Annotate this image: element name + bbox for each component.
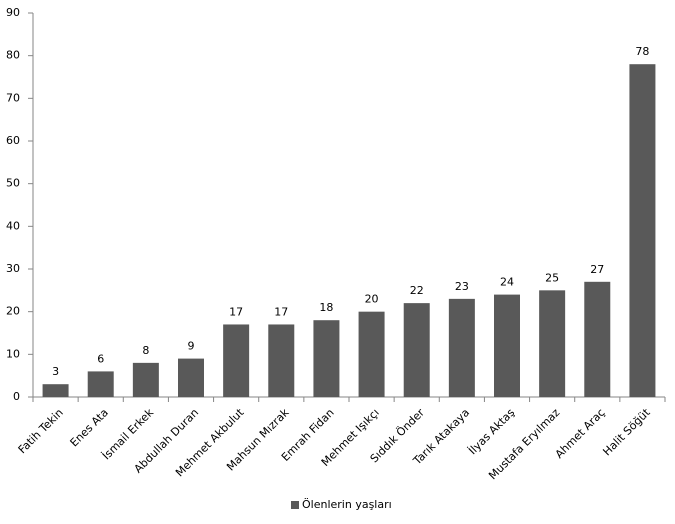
x-tick-label: Enes Ata xyxy=(68,406,111,449)
x-tick-label: Halit Söğüt xyxy=(600,406,653,459)
bar xyxy=(178,358,204,397)
data-label: 24 xyxy=(500,276,514,289)
bar xyxy=(132,362,159,397)
data-label: 8 xyxy=(142,344,149,357)
bar xyxy=(268,324,295,397)
y-tick-label: 40 xyxy=(6,219,20,232)
bar xyxy=(223,324,250,397)
data-label: 78 xyxy=(635,45,649,58)
data-label: 23 xyxy=(455,280,469,293)
bar xyxy=(403,303,430,397)
data-label: 9 xyxy=(188,340,195,353)
data-label: 17 xyxy=(229,305,243,318)
bar xyxy=(448,298,475,397)
bar xyxy=(87,371,114,397)
data-label: 20 xyxy=(365,293,379,306)
legend-swatch xyxy=(291,501,299,509)
legend-label: Ölenlerin yaşları xyxy=(302,498,392,511)
y-tick-label: 80 xyxy=(6,49,20,62)
data-label: 27 xyxy=(590,263,604,276)
bar xyxy=(494,294,520,397)
data-label: 18 xyxy=(319,301,333,314)
data-label: 22 xyxy=(410,284,424,297)
y-tick-label: 0 xyxy=(13,390,20,403)
data-label: 3 xyxy=(52,365,59,378)
y-tick-label: 50 xyxy=(6,177,20,190)
x-tick-label: Fatih Tekin xyxy=(16,406,66,456)
y-tick-label: 10 xyxy=(6,347,20,360)
data-label: 17 xyxy=(274,305,288,318)
bar xyxy=(358,311,385,397)
bar xyxy=(629,64,656,397)
y-tick-label: 20 xyxy=(6,305,20,318)
data-label: 25 xyxy=(545,271,559,284)
data-label: 6 xyxy=(97,352,104,365)
y-tick-label: 60 xyxy=(6,134,20,147)
y-tick-label: 70 xyxy=(6,91,20,104)
bar xyxy=(539,290,566,397)
y-tick-label: 90 xyxy=(6,6,20,19)
bar xyxy=(584,281,611,397)
bar xyxy=(42,384,69,397)
y-tick-label: 30 xyxy=(6,262,20,275)
bar xyxy=(313,320,340,397)
